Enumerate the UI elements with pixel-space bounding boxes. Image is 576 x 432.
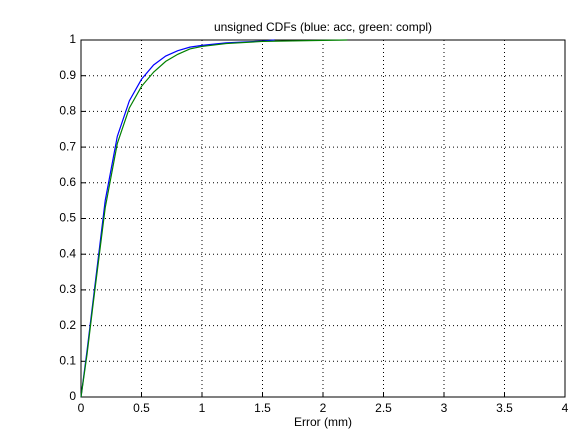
y-tick-label: 0 <box>69 389 76 403</box>
x-tick-label: 2.5 <box>375 401 392 415</box>
x-tick-label: 1.5 <box>254 401 271 415</box>
x-tick-label: 0 <box>78 401 85 415</box>
x-tick-label: 0.5 <box>133 401 150 415</box>
x-axis-label: Error (mm) <box>294 415 352 429</box>
y-tick-label: 0.9 <box>59 68 76 82</box>
y-tick-label: 0.2 <box>59 318 76 332</box>
y-tick-label: 1 <box>69 32 76 46</box>
y-tick-label: 0.8 <box>59 104 76 118</box>
data-line <box>80 39 348 398</box>
x-tick-label: 3 <box>441 401 448 415</box>
y-tick-label: 0.7 <box>59 139 76 153</box>
x-tick-label: 4 <box>562 401 569 415</box>
y-tick-label: 0.1 <box>59 353 76 367</box>
y-tick-label: 0.6 <box>59 175 76 189</box>
y-tick-label: 0.3 <box>59 282 76 296</box>
y-tick-label: 0.4 <box>59 246 76 260</box>
x-tick-label: 2 <box>320 401 327 415</box>
x-tick-label: 1 <box>199 401 206 415</box>
chart-title: unsigned CDFs (blue: acc, green: compl) <box>214 20 432 34</box>
y-tick-label: 0.5 <box>59 211 76 225</box>
x-tick-label: 3.5 <box>496 401 513 415</box>
